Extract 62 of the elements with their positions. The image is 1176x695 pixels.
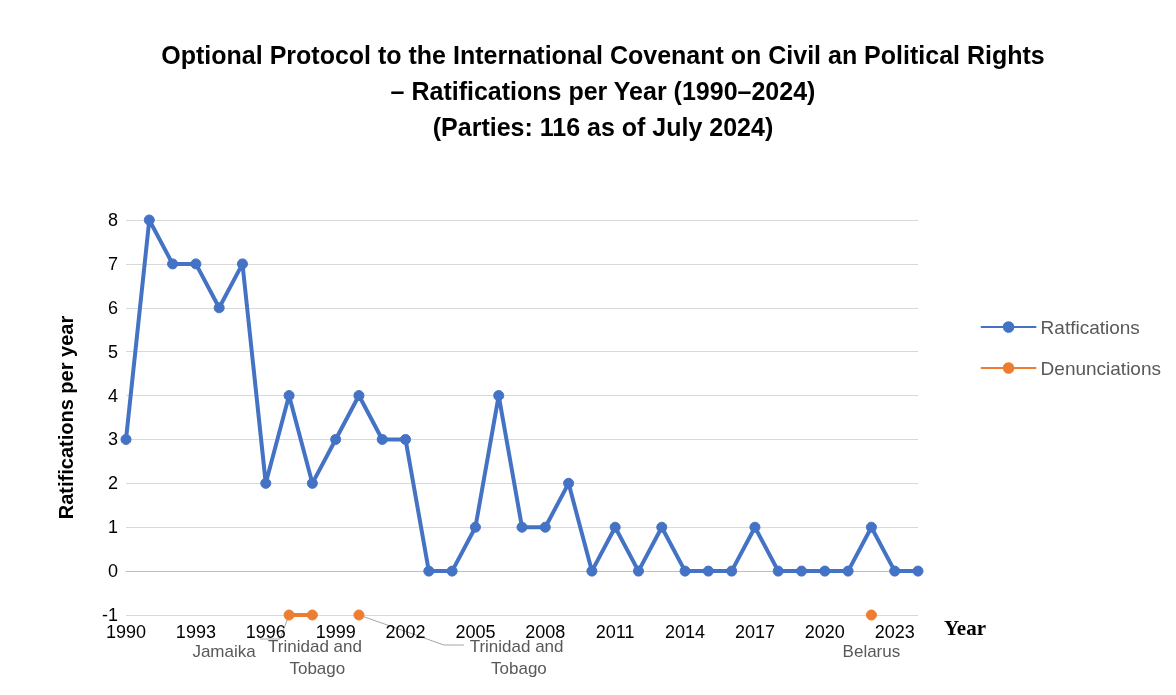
point [609, 521, 621, 533]
point [283, 609, 295, 621]
y-tick-label: 8 [107, 210, 118, 230]
point [167, 258, 179, 270]
x-tick-label: 2023 [874, 622, 915, 642]
point [423, 565, 435, 577]
x-tick-label: 1990 [105, 622, 147, 642]
y-tick-label: 3 [107, 429, 118, 450]
point [516, 521, 528, 533]
point [376, 433, 388, 445]
point [120, 433, 132, 445]
point [865, 521, 877, 533]
y-tick-label: 7 [107, 253, 118, 274]
x-tick-label: 2011 [595, 622, 635, 642]
point [446, 565, 458, 577]
point [726, 565, 738, 577]
legend-label: Denunciations [1040, 357, 1162, 379]
y-tick-label: 1 [107, 517, 118, 538]
point [190, 258, 202, 270]
point [539, 521, 551, 533]
point [889, 565, 901, 577]
y-tick-label: 2 [107, 473, 118, 494]
point [796, 565, 808, 577]
x-tick-label: 1993 [175, 622, 216, 642]
point [586, 565, 598, 577]
point [656, 521, 668, 533]
point [819, 565, 831, 577]
annotation: Belarus [842, 641, 901, 661]
y-tick-label: -1 [101, 605, 118, 625]
x-tick-label: 2014 [665, 622, 706, 642]
point [353, 609, 365, 621]
point [400, 433, 412, 445]
point [213, 302, 225, 314]
annotation: Jamaika [192, 641, 257, 661]
point [260, 477, 272, 489]
point [493, 390, 505, 402]
point [469, 521, 481, 533]
point [353, 390, 365, 402]
point [749, 521, 761, 533]
point [865, 609, 877, 621]
point [306, 609, 318, 621]
x-tick-label: 2020 [804, 622, 845, 642]
chart-title: Optional Protocol to the International Covenant on Civil an Political Rights – Ratifications per Year (1990–2024) (Parties: 116 as of July 2024) [161, 41, 1045, 141]
y-tick-label: 6 [107, 297, 118, 318]
point [842, 565, 854, 577]
point [563, 477, 575, 489]
y-tick-label: 4 [107, 385, 118, 406]
point [236, 258, 248, 270]
y-tick-label: 5 [107, 341, 118, 362]
point [679, 565, 691, 577]
point [143, 214, 155, 226]
point [632, 565, 644, 577]
point [772, 565, 784, 577]
y-tick-label: 0 [107, 561, 118, 582]
point [912, 565, 924, 577]
x-axis-title: Year [944, 616, 986, 640]
y-axis-title: Ratifications per year [55, 315, 77, 520]
point [702, 565, 714, 577]
point [330, 433, 342, 445]
legend-label: Ratfications [1040, 316, 1140, 338]
x-tick-label: 2002 [385, 622, 426, 642]
x-tick-label: 2017 [734, 622, 775, 642]
